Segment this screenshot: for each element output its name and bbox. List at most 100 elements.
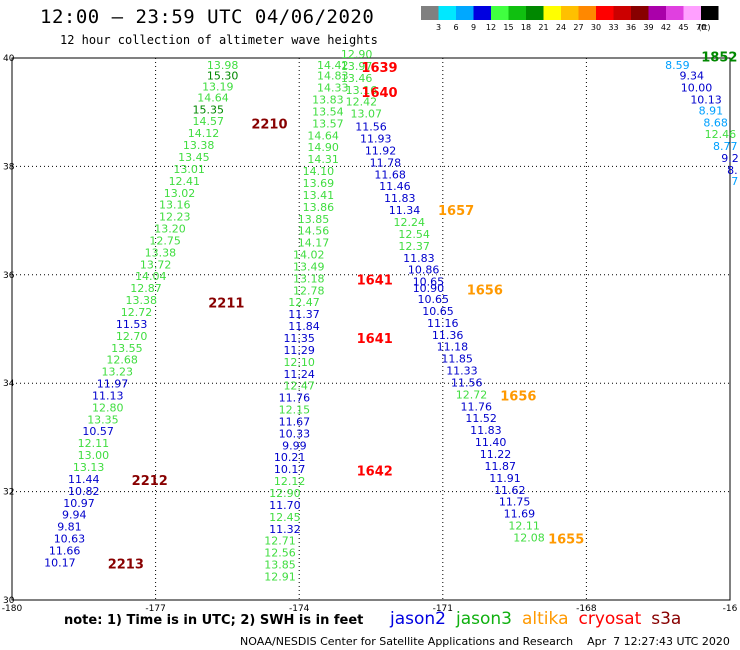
wave-height-point: 12.72 bbox=[456, 388, 488, 401]
wave-height-point: 11.35 bbox=[283, 332, 315, 345]
legend-tick-label: 21 bbox=[538, 23, 548, 32]
wave-height-point: 10.97 bbox=[63, 497, 95, 510]
wave-height-point: 8.59 bbox=[665, 59, 690, 72]
wave-height-point: 13.00 bbox=[78, 449, 110, 462]
wave-height-point: 13.07 bbox=[350, 108, 382, 121]
wave-height-point: 12.47 bbox=[288, 296, 320, 309]
legend-unit-label: (ft) bbox=[698, 23, 710, 32]
wave-height-point: 8. bbox=[727, 164, 738, 177]
wave-height-point: 13.20 bbox=[154, 223, 186, 236]
satellite-legend: jason2 jason3 altika cryosat s3a bbox=[390, 609, 691, 629]
wave-height-point: 13.98 bbox=[207, 59, 239, 72]
legend-swatch bbox=[631, 6, 649, 20]
wave-height-point: 13.86 bbox=[303, 201, 335, 214]
wave-height-point: 11.76 bbox=[461, 400, 493, 413]
wave-height-point: 14.17 bbox=[298, 237, 330, 250]
wave-height-point: 11.56 bbox=[355, 121, 387, 134]
wave-height-point: 10.65 bbox=[413, 276, 445, 289]
legend-tick-label: 27 bbox=[573, 23, 583, 32]
wave-height-point: 11.22 bbox=[480, 448, 512, 461]
satellite-label-jason3: jason3 bbox=[456, 609, 512, 629]
pass-time-label: 1657 bbox=[438, 204, 474, 219]
wave-height-point: 12.11 bbox=[508, 520, 540, 533]
wave-height-point: 11.34 bbox=[389, 204, 421, 217]
wave-height-point: 10.33 bbox=[279, 427, 311, 440]
wave-height-point: 13.97 bbox=[341, 60, 373, 73]
wave-height-point: 9.81 bbox=[57, 521, 82, 534]
wave-height-point: 11.92 bbox=[365, 144, 397, 157]
legend-tick-label: 3 bbox=[436, 23, 441, 32]
wave-height-point: 11.84 bbox=[288, 320, 320, 333]
wave-height-point: 12.75 bbox=[149, 234, 181, 247]
pass-time-label: 2211 bbox=[208, 296, 244, 311]
legend-swatch bbox=[491, 6, 509, 20]
wave-height-point: 10.13 bbox=[690, 94, 722, 107]
pass-time-label: 1641 bbox=[357, 332, 393, 347]
wave-height-point: 14.02 bbox=[293, 249, 325, 262]
y-tick-label: 38 bbox=[3, 162, 15, 172]
wave-height-point: 13.46 bbox=[341, 72, 373, 85]
wave-height-point: 14.56 bbox=[298, 225, 330, 238]
pass-time-label: 1655 bbox=[548, 533, 584, 548]
legend-tick-label: 24 bbox=[556, 23, 566, 32]
wave-height-point: 11.18 bbox=[437, 341, 469, 354]
wave-height-point: 12.15 bbox=[279, 404, 311, 417]
legend-swatch bbox=[613, 6, 631, 20]
wave-height-point: 11.69 bbox=[504, 508, 536, 521]
satellite-label-altika: altika bbox=[522, 609, 569, 629]
wave-height-point: 13.23 bbox=[102, 366, 134, 379]
y-tick-label: 34 bbox=[3, 379, 15, 389]
y-tick-label: 30 bbox=[3, 596, 15, 606]
wave-height-point: 14.64 bbox=[197, 91, 229, 104]
legend-swatch bbox=[578, 6, 596, 20]
pass-time-label: 2212 bbox=[132, 474, 168, 489]
wave-height-point: 11.13 bbox=[92, 389, 124, 402]
wave-height-point: 10.00 bbox=[681, 82, 713, 95]
wave-height-point: 14.31 bbox=[307, 153, 339, 166]
wave-height-point: 11.37 bbox=[288, 308, 320, 321]
pass-time-label: 2210 bbox=[251, 117, 287, 132]
y-tick-label: 40 bbox=[3, 54, 15, 64]
wave-height-point: 11.56 bbox=[451, 376, 483, 389]
wave-height-point: 11.29 bbox=[283, 344, 315, 357]
wave-height-point: 14.83 bbox=[317, 70, 349, 83]
wave-height-point: 13.01 bbox=[173, 163, 205, 176]
wave-height-point: 13.72 bbox=[140, 258, 172, 271]
x-tick-label: -174 bbox=[289, 604, 310, 614]
x-tick-label: -180 bbox=[2, 604, 23, 614]
pass-time-label: 1641 bbox=[357, 274, 393, 289]
wave-height-point: 11.36 bbox=[432, 329, 464, 342]
legend-tick-label: 9 bbox=[471, 23, 476, 32]
wave-height-point: 12.87 bbox=[130, 282, 162, 295]
credit-line: NOAA/NESDIS Center for Satellite Applica… bbox=[240, 635, 730, 648]
legend-swatch bbox=[473, 6, 491, 20]
wave-height-point: 11.83 bbox=[384, 192, 416, 205]
wave-height-point: 13.38 bbox=[145, 246, 177, 259]
wave-height-point: 12.42 bbox=[346, 96, 378, 109]
wave-height-point: 11.97 bbox=[97, 378, 129, 391]
color-scale-legend: 3 6 9 12 15 18 21 24 27 30 33 36 39 42 45 70(ft) bbox=[421, 6, 719, 32]
legend-swatch bbox=[421, 6, 439, 20]
wave-height-point: 11.70 bbox=[269, 499, 301, 512]
wave-height-point: 12.56 bbox=[264, 547, 296, 560]
wave-height-point: 13.35 bbox=[87, 413, 119, 426]
wave-height-point: 10.63 bbox=[54, 533, 86, 546]
legend-swatch bbox=[543, 6, 561, 20]
wave-height-point: 12.41 bbox=[169, 175, 201, 188]
wave-height-point: 12.23 bbox=[159, 211, 191, 224]
wave-height-point: 13.57 bbox=[312, 117, 344, 130]
legend-swatch bbox=[508, 6, 526, 20]
wave-height-point: 11.76 bbox=[279, 392, 311, 405]
wave-height-point: 12.91 bbox=[264, 570, 296, 583]
wave-height-point: 11.44 bbox=[68, 473, 100, 486]
wave-height-point: 12.46 bbox=[705, 128, 737, 141]
plot-area: -180 -177 -174 -171 -168 -16 30 32 34 36 38 40 13.98… bbox=[2, 48, 739, 614]
wave-height-point: 13.38 bbox=[125, 294, 157, 307]
pass-time-label: 1656 bbox=[467, 283, 503, 298]
pass-time-label: 1640 bbox=[361, 86, 397, 101]
legend-swatch bbox=[456, 6, 474, 20]
wave-height-point: 11.93 bbox=[360, 133, 392, 146]
wave-height-point: 12.11 bbox=[78, 437, 110, 450]
x-tick-label: -168 bbox=[576, 604, 597, 614]
wave-height-point: 12.80 bbox=[92, 401, 124, 414]
